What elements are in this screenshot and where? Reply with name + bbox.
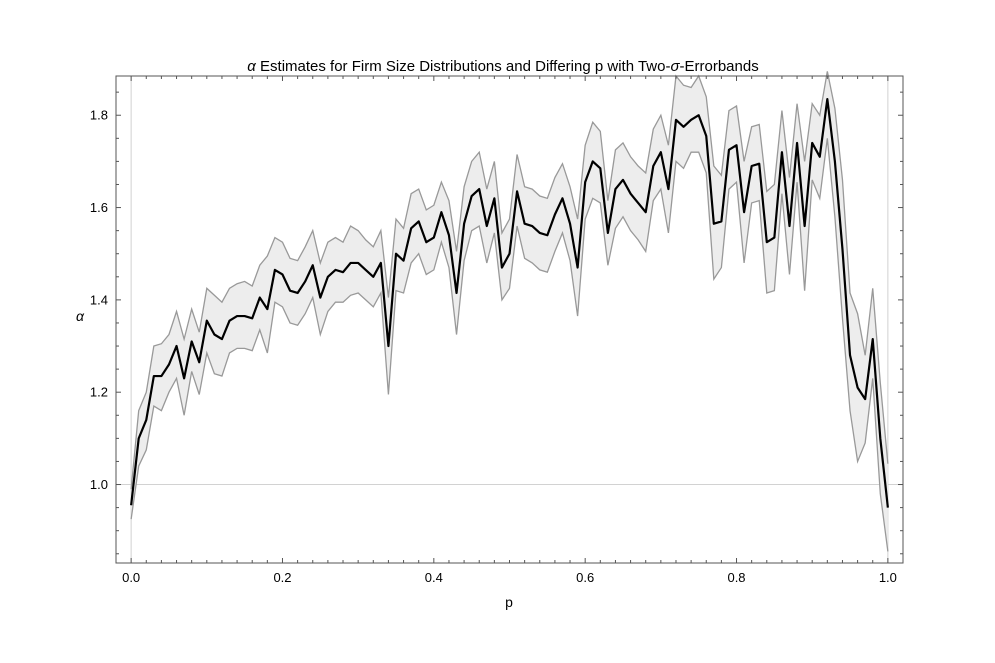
title-alpha-symbol: α bbox=[247, 58, 256, 75]
title-text-part2: -Errorbands bbox=[680, 58, 759, 75]
lower-band-line bbox=[130, 138, 889, 552]
title-text-part1: Estimates for Firm Size Distributions an… bbox=[256, 58, 671, 75]
y-tick-label: 1.6 bbox=[90, 200, 108, 215]
chart-title: α Estimates for Firm Size Distributions … bbox=[247, 58, 758, 75]
estimate-line bbox=[130, 97, 889, 508]
x-tick-label: 1.0 bbox=[879, 570, 897, 585]
x-tick-label: 0.8 bbox=[727, 570, 745, 585]
y-tick-label: 1.8 bbox=[90, 108, 108, 123]
upper-band-line bbox=[130, 71, 889, 490]
y-tick-label: 1.2 bbox=[90, 385, 108, 400]
y-axis-label: α bbox=[76, 308, 85, 324]
title-sigma-symbol: σ bbox=[670, 58, 680, 75]
y-tick-label: 1.0 bbox=[90, 477, 108, 492]
error-band bbox=[131, 71, 888, 552]
x-tick-label: 0.0 bbox=[122, 570, 140, 585]
plot-area: 0.0 0.2 0.4 0.6 0.8 1.0 1.0 1.2 1.4 1.6 1.8 bbox=[90, 71, 904, 585]
x-tick-label: 0.6 bbox=[576, 570, 594, 585]
x-axis-label: p bbox=[505, 594, 513, 610]
x-tick-label: 0.4 bbox=[425, 570, 443, 585]
x-tick-label: 0.2 bbox=[273, 570, 291, 585]
y-tick-label: 1.4 bbox=[90, 292, 108, 307]
